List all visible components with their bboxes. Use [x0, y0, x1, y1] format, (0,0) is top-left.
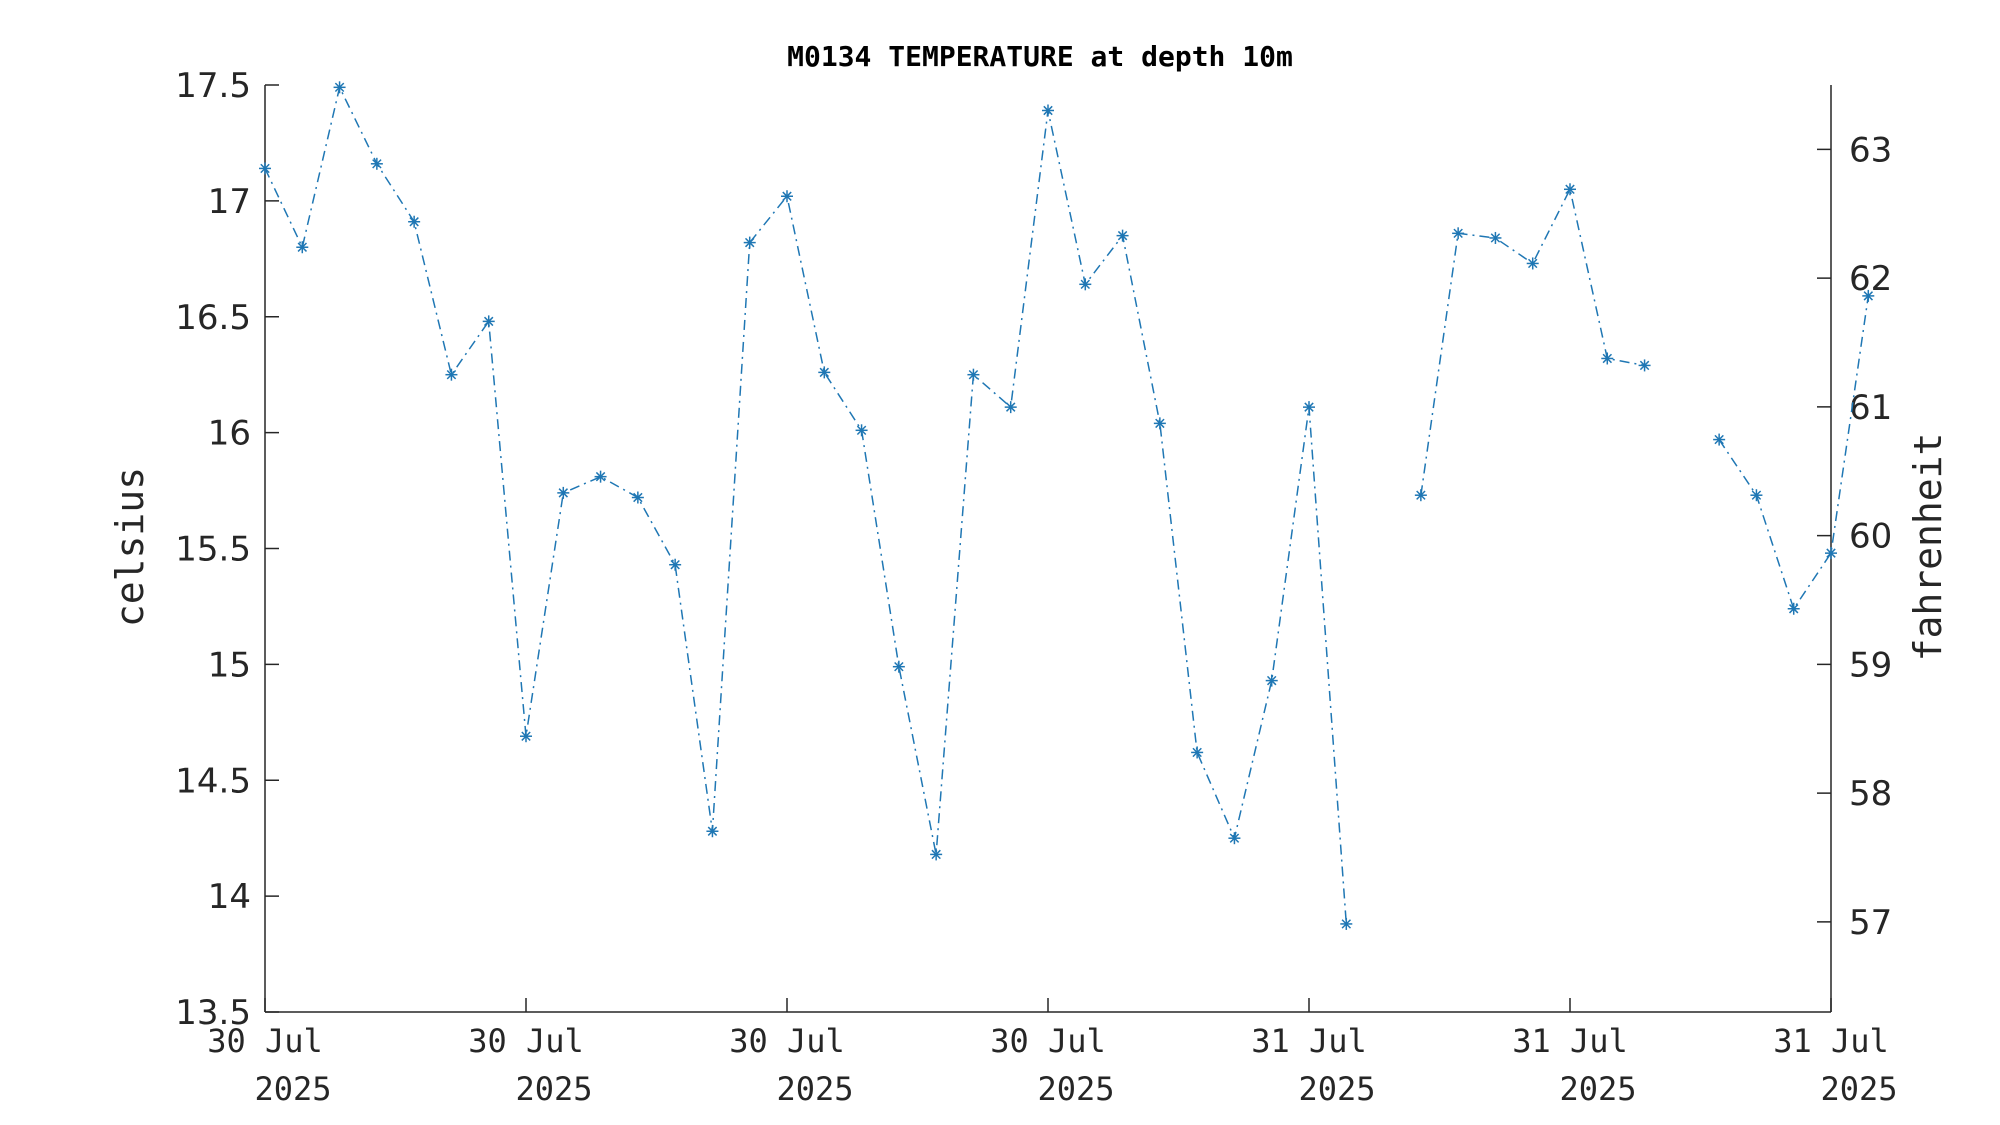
data-point — [1750, 489, 1763, 502]
data-point — [855, 424, 868, 437]
data-point — [818, 366, 831, 379]
data-point — [1191, 746, 1204, 759]
y-tick-label: 16.5 — [175, 298, 251, 338]
data-point — [1638, 359, 1651, 372]
x-tick-label-year: 2025 — [254, 1070, 331, 1108]
data-point — [1340, 917, 1353, 930]
data-point — [482, 315, 495, 328]
data-point — [445, 368, 458, 381]
data-point — [370, 157, 383, 170]
data-point — [1825, 547, 1837, 560]
data-point — [1787, 602, 1800, 615]
chart-title: M0134 TEMPERATURE at depth 10m — [787, 40, 1293, 73]
data-point — [967, 368, 980, 381]
axes: 13.5 14 14.5 15 15.5 16 16.5 17 17.5 57 58 59 60 61 62… — [175, 66, 1897, 1108]
y-tick-label: 14 — [208, 877, 251, 917]
data-point — [557, 486, 570, 499]
data-point — [669, 558, 682, 571]
y2-tick-label: 60 — [1849, 517, 1892, 557]
x-tick-label-year: 2025 — [1037, 1070, 1114, 1108]
marker-layer — [259, 81, 1875, 930]
y-tick-label: 15.5 — [175, 530, 251, 570]
data-point — [520, 730, 532, 743]
y2-tick-label: 62 — [1849, 259, 1892, 299]
y-tick-label: 17.5 — [175, 66, 251, 106]
y2-tick-label: 58 — [1849, 774, 1892, 814]
y2-tick-label: 63 — [1849, 130, 1892, 170]
x-tick-label-year: 2025 — [515, 1070, 592, 1108]
data-point — [892, 660, 905, 673]
data-point — [408, 215, 421, 228]
x-tick-label-year: 2025 — [1820, 1070, 1897, 1108]
data-point — [743, 236, 756, 249]
data-point — [1228, 832, 1241, 845]
x-tick-label-date: 31 Jul — [1773, 1022, 1889, 1060]
data-point — [1303, 401, 1315, 414]
y2-tick-label: 59 — [1849, 645, 1892, 685]
series-line — [1718, 295, 1870, 611]
data-point — [1564, 183, 1576, 196]
y-tick-label: 16 — [208, 414, 251, 454]
data-point — [1004, 401, 1017, 414]
data-point — [594, 470, 607, 483]
data-point — [631, 491, 644, 504]
x-tick-label-date: 30 Jul — [990, 1022, 1106, 1060]
x-tick-label-year: 2025 — [776, 1070, 853, 1108]
x-tick-label-date: 30 Jul — [729, 1022, 845, 1060]
data-point — [1862, 289, 1875, 302]
data-point — [1153, 417, 1166, 430]
x-tick-label-date: 30 Jul — [468, 1022, 584, 1060]
data-point — [1079, 278, 1092, 291]
y-tick-label: 14.5 — [175, 761, 251, 801]
data-point — [1265, 674, 1278, 687]
y2-tick-label: 61 — [1849, 388, 1892, 428]
y-tick-label: 15 — [208, 645, 251, 685]
x-tick-label-date: 30 Jul — [207, 1022, 323, 1060]
data-point — [1526, 257, 1539, 270]
x-tick-label-date: 31 Jul — [1251, 1022, 1367, 1060]
data-point — [333, 81, 346, 94]
y-tick-label: 13.5 — [175, 993, 251, 1033]
series-line — [264, 85, 1348, 924]
data-point — [1601, 352, 1614, 365]
y-tick-label: 17 — [208, 182, 251, 222]
data-point — [930, 848, 943, 861]
data-point — [781, 190, 793, 203]
data-point — [1489, 231, 1502, 244]
data-point — [1713, 433, 1726, 446]
x-tick-label-year: 2025 — [1559, 1070, 1636, 1108]
data-point — [1414, 489, 1427, 502]
data-point — [1452, 227, 1465, 240]
y-axis-label: celsius — [108, 467, 152, 627]
data-point — [1042, 104, 1054, 117]
data-point — [259, 162, 271, 175]
data-point — [706, 825, 719, 838]
y2-axis-label: fahrenheit — [1906, 433, 1950, 662]
data-point — [1116, 229, 1129, 242]
y2-tick-label: 57 — [1849, 903, 1892, 943]
data-point — [296, 241, 309, 254]
x-tick-label-year: 2025 — [1298, 1070, 1375, 1108]
x-tick-label-date: 31 Jul — [1512, 1022, 1628, 1060]
